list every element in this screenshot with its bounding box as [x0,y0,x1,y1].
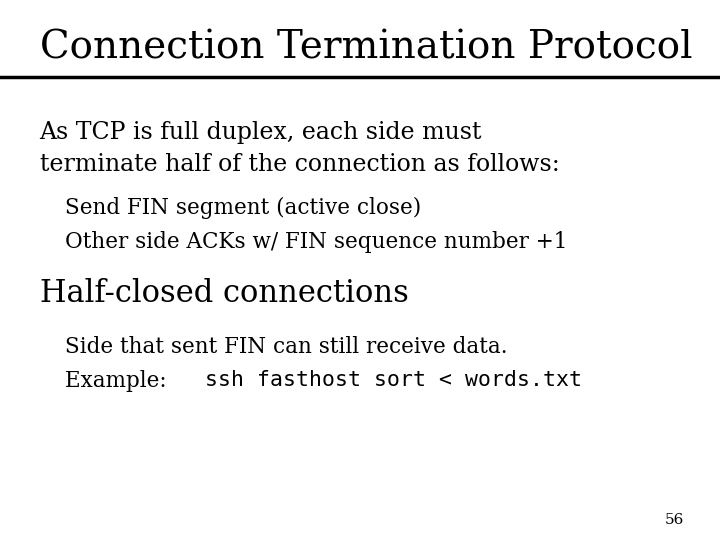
Text: As TCP is full duplex, each side must
terminate half of the connection as follow: As TCP is full duplex, each side must te… [40,122,559,176]
Text: 56: 56 [665,512,684,526]
Text: Half-closed connections: Half-closed connections [40,278,408,309]
Text: Other side ACKs w/ FIN sequence number +1: Other side ACKs w/ FIN sequence number +… [65,231,567,253]
Text: Send FIN segment (active close): Send FIN segment (active close) [65,197,421,219]
Text: ssh fasthost sort < words.txt: ssh fasthost sort < words.txt [204,370,582,390]
Text: Side that sent FIN can still receive data.: Side that sent FIN can still receive dat… [65,336,508,358]
Text: Example:: Example: [65,370,174,392]
Text: Connection Termination Protocol: Connection Termination Protocol [40,30,692,67]
